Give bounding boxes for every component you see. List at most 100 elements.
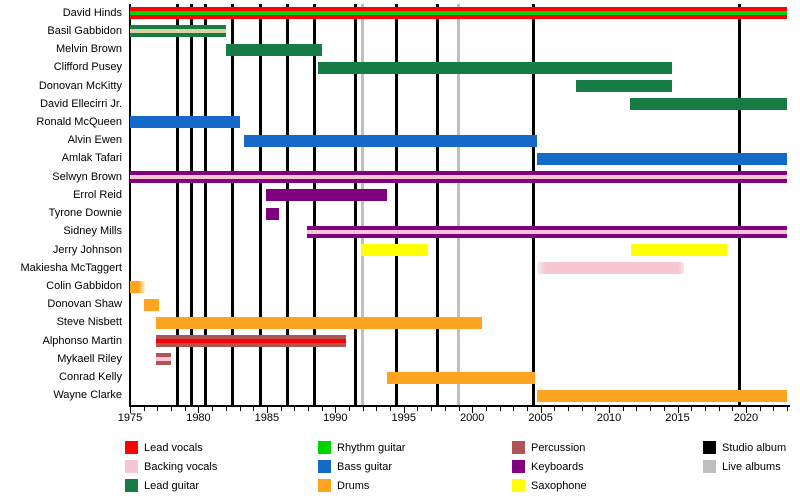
x-tick-label-1980: 1980 bbox=[186, 412, 211, 424]
live-album-line-1999 bbox=[457, 4, 460, 405]
live-album-line-1992 bbox=[361, 4, 365, 405]
bar-stripe bbox=[130, 29, 226, 34]
timeline-bar-david-hinds bbox=[130, 7, 787, 20]
member-name-melvin-brown: Melvin Brown bbox=[55, 43, 122, 56]
minor-tick bbox=[390, 407, 392, 411]
timeline-bar-alvin-ewen bbox=[243, 134, 537, 147]
legend-swatch-rhythm-guitar bbox=[318, 441, 331, 454]
minor-tick bbox=[636, 407, 638, 411]
studio-album-line-2019 bbox=[737, 4, 741, 405]
minor-tick bbox=[650, 407, 652, 411]
legend-label-lead-guitar: Lead guitar bbox=[144, 480, 200, 492]
minor-tick bbox=[732, 407, 734, 411]
bar-stripe bbox=[130, 175, 787, 180]
major-tick-2015 bbox=[677, 407, 679, 413]
timeline-bar-colin-gabbidon bbox=[130, 280, 147, 293]
legend-label-bass-guitar: Bass guitar bbox=[337, 461, 393, 473]
minor-tick bbox=[595, 407, 597, 411]
legend-label-keyboards: Keyboards bbox=[531, 461, 584, 473]
major-tick-1995 bbox=[403, 407, 405, 413]
studio-album-line-1984 bbox=[258, 4, 262, 405]
minor-tick bbox=[225, 407, 227, 411]
studio-album-line-1997 bbox=[436, 4, 440, 405]
member-name-david-hinds: David Hinds bbox=[62, 6, 122, 19]
member-name-wayne-clarke: Wayne Clarke bbox=[53, 389, 122, 402]
bar-stripe bbox=[156, 339, 347, 344]
timeline-bar-steve-nisbett bbox=[156, 316, 482, 329]
minor-tick bbox=[321, 407, 323, 411]
minor-tick bbox=[526, 407, 528, 411]
member-name-mykaell-riley: Mykaell Riley bbox=[57, 352, 122, 365]
member-name-amlak-tafari: Amlak Tafari bbox=[61, 152, 122, 165]
legend-label-percussion: Percussion bbox=[531, 442, 586, 454]
minor-tick bbox=[622, 407, 624, 411]
timeline-bar-jerry-johnson-2 bbox=[630, 244, 727, 257]
x-tick-label-1995: 1995 bbox=[391, 412, 416, 424]
x-tick-label-2005: 2005 bbox=[528, 412, 553, 424]
member-name-selwyn-brown: Selwyn Brown bbox=[52, 170, 122, 183]
legend-swatch-drums bbox=[318, 479, 331, 492]
member-name-clifford-pusey: Clifford Pusey bbox=[53, 61, 122, 74]
timeline-bar-selwyn-brown bbox=[130, 171, 787, 184]
member-name-david-ellecirri-jr: David Ellecirri Jr. bbox=[40, 97, 122, 110]
minor-tick bbox=[417, 407, 419, 411]
bar-stripe bbox=[156, 357, 172, 362]
studio-album-line-1991 bbox=[354, 4, 358, 405]
minor-tick bbox=[157, 407, 159, 411]
legend-swatch-lead-vocals bbox=[125, 441, 138, 454]
timeline-bar-makiesha-mctaggert bbox=[536, 262, 685, 275]
major-tick-1990 bbox=[335, 407, 337, 413]
member-name-alphonso-martin: Alphonso Martin bbox=[42, 334, 123, 347]
legend-swatch-keyboards bbox=[512, 460, 525, 473]
minor-tick bbox=[787, 407, 788, 411]
timeline-bar-tyrone-downie bbox=[265, 207, 280, 220]
minor-tick bbox=[663, 407, 665, 411]
member-name-sidney-mills: Sidney Mills bbox=[63, 225, 122, 238]
timeline-bar-wayne-clarke bbox=[536, 389, 787, 402]
x-tick-label-1975: 1975 bbox=[117, 412, 143, 424]
timeline-bar-conrad-kelly bbox=[387, 371, 536, 384]
timeline-bar-errol-reid bbox=[265, 189, 388, 202]
minor-tick bbox=[239, 407, 241, 411]
legend-swatch-percussion bbox=[512, 441, 525, 454]
member-name-colin-gabbidon: Colin Gabbidon bbox=[46, 280, 122, 293]
major-tick-1975 bbox=[130, 407, 131, 413]
timeline-bar-basil-gabbidon bbox=[130, 25, 226, 38]
minor-tick bbox=[294, 407, 296, 411]
legend-swatch-lead-guitar bbox=[125, 479, 138, 492]
member-name-conrad-kelly: Conrad Kelly bbox=[59, 371, 122, 384]
minor-tick bbox=[499, 407, 501, 411]
minor-tick bbox=[376, 407, 378, 411]
minor-tick bbox=[485, 407, 487, 411]
member-name-basil-gabbidon: Basil Gabbidon bbox=[47, 24, 122, 37]
major-tick-1985 bbox=[266, 407, 268, 413]
member-name-errol-reid: Errol Reid bbox=[73, 188, 122, 201]
x-tick-label-1985: 1985 bbox=[254, 412, 280, 424]
legend-swatch-saxophone bbox=[512, 479, 525, 492]
legend-label-backing-vocals: Backing vocals bbox=[144, 461, 218, 473]
bar-stripe bbox=[306, 229, 787, 234]
major-tick-1980 bbox=[198, 407, 200, 413]
timeline-bar-amlak-tafari bbox=[536, 152, 787, 165]
legend-label-rhythm-guitar: Rhythm guitar bbox=[337, 442, 406, 454]
major-tick-2005 bbox=[540, 407, 542, 413]
minor-tick bbox=[773, 407, 775, 411]
studio-album-line-1988 bbox=[313, 4, 317, 405]
minor-tick bbox=[718, 407, 720, 411]
timeline-bar-david-ellecirri-jr bbox=[629, 98, 787, 111]
minor-tick bbox=[431, 407, 433, 411]
minor-tick bbox=[362, 407, 364, 411]
minor-tick bbox=[280, 407, 282, 411]
minor-tick bbox=[513, 407, 515, 411]
studio-album-line-1994 bbox=[395, 4, 399, 405]
member-name-jerry-johnson: Jerry Johnson bbox=[52, 243, 122, 256]
legend-label-studio-album: Studio album bbox=[722, 442, 787, 454]
x-tick-label-2015: 2015 bbox=[665, 412, 690, 424]
legend-swatch-live-albums bbox=[703, 460, 716, 473]
minor-tick bbox=[444, 407, 446, 411]
studio-album-line-1979 bbox=[190, 4, 194, 405]
major-tick-2020 bbox=[745, 407, 747, 413]
legend-swatch-studio-album bbox=[703, 441, 716, 454]
x-tick-label-2000: 2000 bbox=[459, 412, 485, 424]
